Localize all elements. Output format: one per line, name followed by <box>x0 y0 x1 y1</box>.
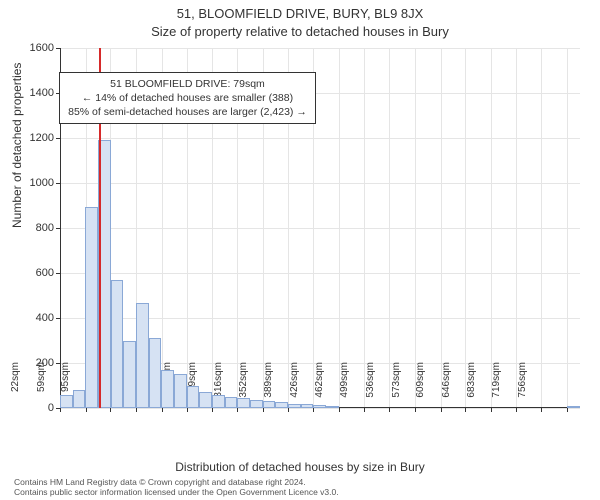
histogram-bar <box>263 401 276 408</box>
gridline-v <box>516 48 517 408</box>
histogram-bar <box>111 280 124 408</box>
xtick-label: 499sqm <box>339 362 350 412</box>
xtick-label: 609sqm <box>415 362 426 412</box>
gridline-v <box>339 48 340 408</box>
ytick-label: 1600 <box>30 42 60 54</box>
ytick-label: 1000 <box>30 177 60 189</box>
gridline-h <box>60 273 580 274</box>
histogram-bar <box>60 395 73 409</box>
histogram-bar <box>275 402 288 408</box>
histogram-bar <box>136 303 149 408</box>
histogram-bar <box>237 398 250 408</box>
footer-attribution: Contains HM Land Registry data © Crown c… <box>14 477 339 498</box>
x-axis-label: Distribution of detached houses by size … <box>0 460 600 474</box>
gridline-h <box>60 138 580 139</box>
gridline-v <box>441 48 442 408</box>
histogram-plot: 0200400600800100012001400160022sqm59sqm9… <box>60 48 580 408</box>
page-title-line1: 51, BLOOMFIELD DRIVE, BURY, BL9 8JX <box>0 6 600 21</box>
gridline-v <box>491 48 492 408</box>
xtick-mark <box>541 408 542 412</box>
gridline-h <box>60 183 580 184</box>
histogram-bar <box>288 404 301 409</box>
histogram-bar <box>212 395 225 409</box>
ytick-label: 1400 <box>30 87 60 99</box>
xtick-label: 646sqm <box>441 362 452 412</box>
histogram-bar <box>225 397 238 408</box>
annotation-line3: 85% of semi-detached houses are larger (… <box>68 105 307 119</box>
histogram-bar <box>85 207 98 408</box>
ytick-label: 400 <box>36 312 60 324</box>
xtick-label: 719sqm <box>491 362 502 412</box>
histogram-bar <box>567 406 580 408</box>
ytick-label: 0 <box>48 402 60 414</box>
histogram-bar <box>250 400 263 408</box>
histogram-bar <box>199 392 212 408</box>
histogram-bar <box>123 341 136 409</box>
histogram-bar <box>174 374 187 408</box>
histogram-bar <box>73 390 86 408</box>
annotation-line1: 51 BLOOMFIELD DRIVE: 79sqm <box>68 77 307 91</box>
xtick-label: 756sqm <box>517 362 528 412</box>
ytick-label: 1200 <box>30 132 60 144</box>
histogram-bar <box>149 338 162 408</box>
xtick-mark <box>567 408 568 412</box>
gridline-v <box>541 48 542 408</box>
ytick-label: 600 <box>36 267 60 279</box>
annotation-box: 51 BLOOMFIELD DRIVE: 79sqm← 14% of detac… <box>59 72 316 125</box>
histogram-bar <box>187 386 200 409</box>
xtick-label: 573sqm <box>391 362 402 412</box>
annotation-line2: ← 14% of detached houses are smaller (38… <box>68 91 307 105</box>
gridline-h <box>60 48 580 49</box>
y-axis-label: Number of detached properties <box>10 63 24 228</box>
histogram-bar <box>313 405 326 408</box>
footer-line2: Contains public sector information licen… <box>14 487 339 498</box>
page-title-line2: Size of property relative to detached ho… <box>0 24 600 39</box>
histogram-bar <box>301 404 314 408</box>
gridline-v <box>364 48 365 408</box>
gridline-v <box>567 48 568 408</box>
ytick-label: 800 <box>36 222 60 234</box>
histogram-bar <box>161 370 174 408</box>
gridline-v <box>389 48 390 408</box>
xtick-label: 59sqm <box>36 362 47 412</box>
xtick-label: 22sqm <box>10 362 21 412</box>
footer-line1: Contains HM Land Registry data © Crown c… <box>14 477 339 488</box>
gridline-h <box>60 228 580 229</box>
xtick-label: 536sqm <box>365 362 376 412</box>
xtick-label: 683sqm <box>466 362 477 412</box>
gridline-v <box>415 48 416 408</box>
gridline-v <box>465 48 466 408</box>
histogram-bar <box>326 406 339 408</box>
